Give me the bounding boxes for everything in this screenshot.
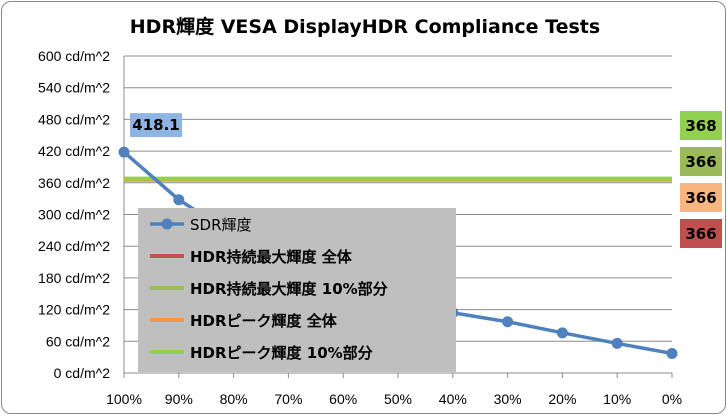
y-tick-label: 540 cd/m^2	[38, 80, 110, 96]
data-label-bg	[130, 113, 182, 138]
x-tick-label: 40%	[439, 391, 467, 407]
y-tick-label: 300 cd/m^2	[38, 207, 110, 223]
legend-entry: HDR持続最大輝度 10%部分	[190, 280, 388, 298]
value-badge-bg	[680, 111, 722, 140]
legend-entry: HDRピーク輝度 10%部分	[190, 344, 373, 362]
legend-swatch-marker	[161, 218, 173, 230]
legend-entry: SDR輝度	[190, 216, 252, 234]
data-label: 418.1	[132, 116, 179, 134]
x-tick-label: 20%	[548, 391, 576, 407]
sdr-data-point	[666, 347, 678, 359]
x-tick-label: 50%	[384, 391, 412, 407]
y-tick-label: 120 cd/m^2	[38, 302, 110, 318]
x-tick-label: 10%	[603, 391, 631, 407]
x-tick-label: 30%	[494, 391, 522, 407]
y-tick-label: 480 cd/m^2	[38, 111, 110, 127]
y-tick-label: 600 cd/m^2	[38, 48, 110, 64]
sdr-data-point	[611, 337, 623, 349]
y-tick-label: 0 cd/m^2	[54, 365, 111, 381]
sdr-data-point	[556, 327, 568, 339]
x-tick-label: 0%	[662, 391, 682, 407]
x-tick-label: 70%	[274, 391, 302, 407]
sdr-data-point	[118, 146, 130, 158]
y-tick-label: 60 cd/m^2	[46, 333, 110, 349]
value-badge: 368	[685, 117, 716, 135]
x-tick-label: 90%	[165, 391, 193, 407]
value-badge-bg	[680, 147, 722, 176]
legend-box	[138, 208, 456, 372]
value-badge: 366	[685, 153, 716, 171]
x-tick-label: 60%	[329, 391, 357, 407]
y-tick-label: 360 cd/m^2	[38, 175, 110, 191]
value-badge-bg	[680, 219, 722, 248]
legend-entry: HDR持続最大輝度 全体	[190, 248, 353, 266]
x-tick-label: 80%	[220, 391, 248, 407]
y-tick-label: 180 cd/m^2	[38, 270, 110, 286]
y-tick-label: 420 cd/m^2	[38, 143, 110, 159]
y-tick-label: 240 cd/m^2	[38, 238, 110, 254]
x-tick-label: 100%	[106, 391, 142, 407]
sdr-data-point	[502, 316, 514, 328]
value-badge: 366	[685, 189, 716, 207]
chart-title: HDR輝度 VESA DisplayHDR Compliance Tests	[130, 15, 600, 38]
sdr-data-point	[173, 194, 185, 206]
value-badge-bg	[680, 183, 722, 212]
value-badge: 366	[685, 225, 716, 243]
legend-entry: HDRピーク輝度 全体	[190, 312, 338, 330]
